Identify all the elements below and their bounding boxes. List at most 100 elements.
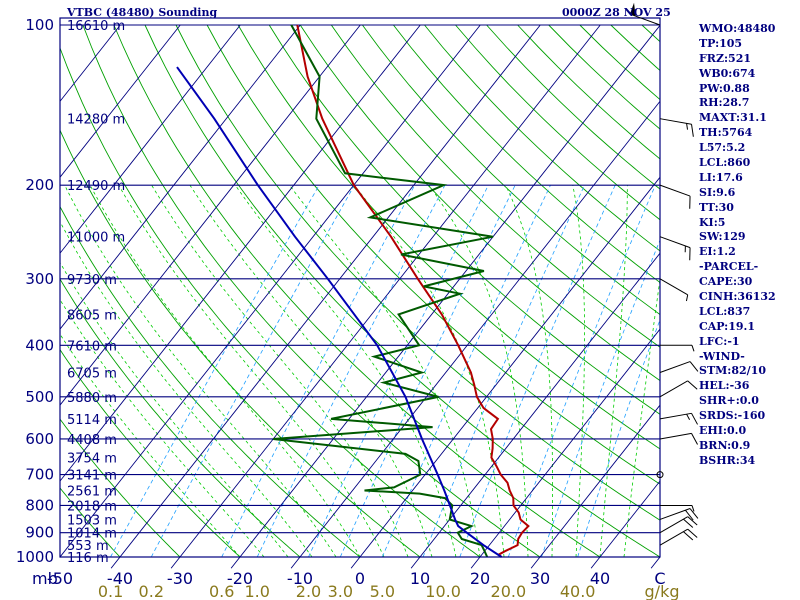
wind-barb-shaft [659, 528, 688, 546]
height-label: 6705 m [67, 367, 117, 382]
wind-barb [659, 278, 689, 302]
wind-barb [659, 508, 699, 521]
indices-panel: WMO:48480 TP:105 FRZ:521 WB0:674 PW:0.88 RH:2… [699, 22, 799, 469]
index-item: SHR+:0.0 [699, 394, 759, 408]
isotherm [60, 24, 481, 558]
dry-adiabats [60, 24, 660, 558]
mixing-ratio-tick-label: 5.0 [370, 582, 395, 600]
wind-barb-half [691, 345, 695, 352]
isotherm [60, 24, 301, 330]
height-label: 1014 m [67, 527, 117, 542]
dry-adiabat [144, 24, 660, 558]
wind-barb-full [687, 380, 698, 390]
isotherm [170, 24, 601, 569]
isotherms [60, 24, 660, 569]
temperature-tick-label: -30 [167, 569, 193, 588]
index-item: STM:82/10 [699, 364, 766, 378]
isotherm [110, 24, 541, 569]
wind-barb [659, 361, 699, 373]
index-item: SRDS:-160 [699, 409, 766, 423]
wind-barb [629, 2, 661, 26]
wind-barb [659, 184, 691, 209]
dry-adiabat [362, 24, 660, 316]
dry-adiabat [60, 46, 481, 558]
mixing-ratio-tick-label: 0.2 [139, 582, 164, 600]
wind-barb [659, 236, 691, 261]
wind-barb-shaft [659, 516, 688, 534]
moist-adiabat [572, 185, 585, 558]
wind-barb-full [683, 531, 694, 541]
index-item: CINH:36132 [699, 290, 776, 304]
mixing-ratio-tick-label: 3.0 [328, 582, 353, 600]
height-label: 11000 m [67, 231, 125, 246]
wind-barb-half [685, 294, 689, 302]
x-units-label: C [654, 569, 665, 588]
isotherm [410, 252, 660, 569]
dry-adiabat [237, 24, 660, 450]
y-units-label: mb [32, 569, 58, 588]
mixing-ratio-tick-label: 0.6 [209, 582, 234, 600]
index-item: L57:5.2 [699, 141, 746, 155]
wind-barb-shaft [659, 278, 688, 296]
pressure-tick-label: 500 [25, 388, 54, 406]
axes: -50 -40 -30 -20 -10 0 10 20 30 40 Cmb 0.1 0.2 0.6 1.0 2… [32, 17, 679, 600]
index-item: BSHR:34 [699, 453, 756, 467]
wind-barb-full [689, 361, 699, 372]
dry-adiabat [424, 24, 660, 252]
temperature-tick-label: 10 [410, 569, 430, 588]
height-label: 3141 m [67, 469, 117, 484]
wind-barb [659, 528, 698, 546]
wind-barb [659, 516, 698, 534]
station-title: VTBC (48480) Sounding [67, 6, 218, 19]
isotherm [290, 100, 660, 569]
wind-barb [659, 380, 698, 398]
dry-adiabat [60, 418, 181, 558]
isotherm [60, 24, 241, 254]
height-label: 5880 m [67, 391, 117, 406]
index-item: WB0:674 [699, 66, 756, 80]
mixing-ratio-tick-label: 1.0 [244, 582, 269, 600]
temperature-tick-label: 30 [530, 569, 550, 588]
index-item: MAXT:31.1 [699, 111, 767, 125]
wind-barb [656, 471, 664, 479]
height-label: 2018 m [67, 499, 117, 514]
dry-adiabat [60, 487, 121, 558]
index-item: TT:30 [699, 200, 734, 214]
moist-adiabat [60, 261, 289, 558]
profiles [176, 24, 530, 558]
wind-barb-full [691, 413, 698, 425]
index-item: EI:1.2 [699, 245, 736, 259]
mixing-ratio-tick-label: 0.1 [98, 582, 123, 600]
mixing-ratio-line [221, 184, 416, 558]
mixing-ratio-line [507, 184, 656, 558]
wind-barb [659, 118, 694, 137]
temperature-profile [296, 24, 530, 558]
wind-barb-full [683, 518, 694, 528]
height-label: 14280 m [67, 113, 125, 128]
height-label: 5114 m [67, 413, 117, 428]
dry-adiabat [299, 24, 660, 382]
wind-barb [660, 344, 695, 352]
index-item: SW:129 [699, 230, 746, 244]
wind-barb-half [686, 123, 689, 130]
wind-barb-shaft [659, 236, 691, 249]
index-item: LI:17.6 [699, 170, 743, 184]
wind-barb-half [691, 505, 695, 512]
pressure-tick-label: 100 [25, 16, 54, 34]
height-labels: 16610 m 14280 m 12490 m 11000 m 9730 m 8605 m… [67, 19, 125, 566]
wind-barb-shaft [659, 361, 691, 373]
parcel-profile [176, 66, 503, 558]
pressure-tick-label: 1000 [16, 548, 54, 566]
dry-adiabat [60, 348, 241, 558]
wind-barb-shaft [659, 508, 691, 520]
isotherm [60, 24, 421, 482]
height-label: 3754 m [67, 451, 117, 466]
wind-barb [659, 432, 698, 445]
dry-adiabat [393, 24, 660, 284]
wind-barbs [629, 2, 699, 546]
pressure-tick-label: 400 [25, 336, 54, 354]
valid-time: 0000Z 28 NOV 25 [562, 6, 671, 19]
dry-adiabat [175, 24, 660, 521]
wind-pennant [629, 2, 636, 17]
